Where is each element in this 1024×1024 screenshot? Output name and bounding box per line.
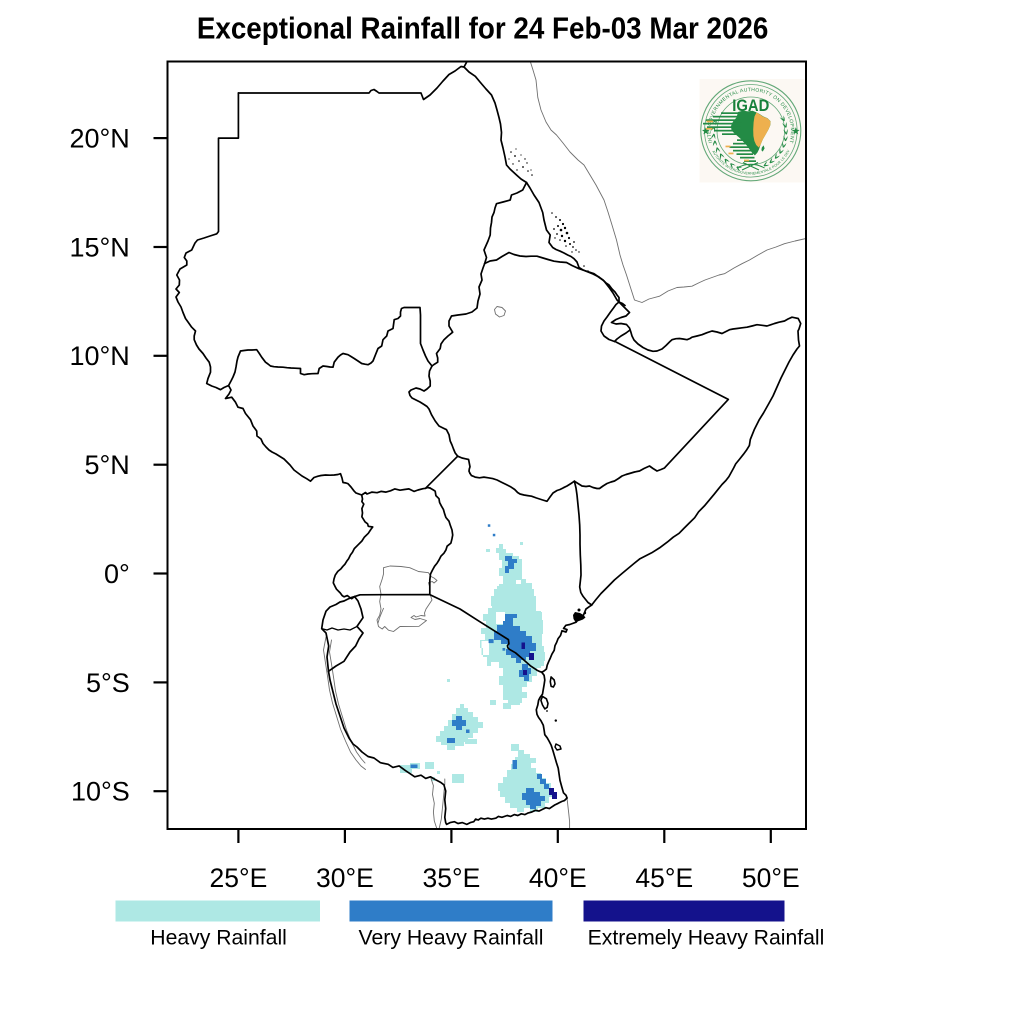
svg-text:20°N: 20°N xyxy=(69,124,129,154)
svg-text:10°S: 10°S xyxy=(71,777,130,807)
svg-text:50°E: 50°E xyxy=(742,863,800,893)
svg-text:Extremely Heavy Rainfall: Extremely Heavy Rainfall xyxy=(588,927,825,950)
svg-text:35°E: 35°E xyxy=(423,863,481,893)
svg-text:Heavy Rainfall: Heavy Rainfall xyxy=(150,927,287,950)
svg-text:5°N: 5°N xyxy=(84,450,129,480)
svg-text:10°N: 10°N xyxy=(69,341,129,371)
svg-text:5°S: 5°S xyxy=(86,668,130,698)
svg-text:40°E: 40°E xyxy=(529,863,587,893)
svg-text:IGAD: IGAD xyxy=(732,97,769,115)
svg-text:0°: 0° xyxy=(104,559,130,589)
svg-text:30°E: 30°E xyxy=(316,863,374,893)
svg-text:15°N: 15°N xyxy=(69,232,129,262)
svg-text:Exceptional Rainfall for 24 Fe: Exceptional Rainfall for 24 Feb-03 Mar 2… xyxy=(197,11,769,45)
svg-text:45°E: 45°E xyxy=(635,863,693,893)
svg-text:Very Heavy Rainfall: Very Heavy Rainfall xyxy=(359,927,544,950)
svg-text:25°E: 25°E xyxy=(210,863,268,893)
